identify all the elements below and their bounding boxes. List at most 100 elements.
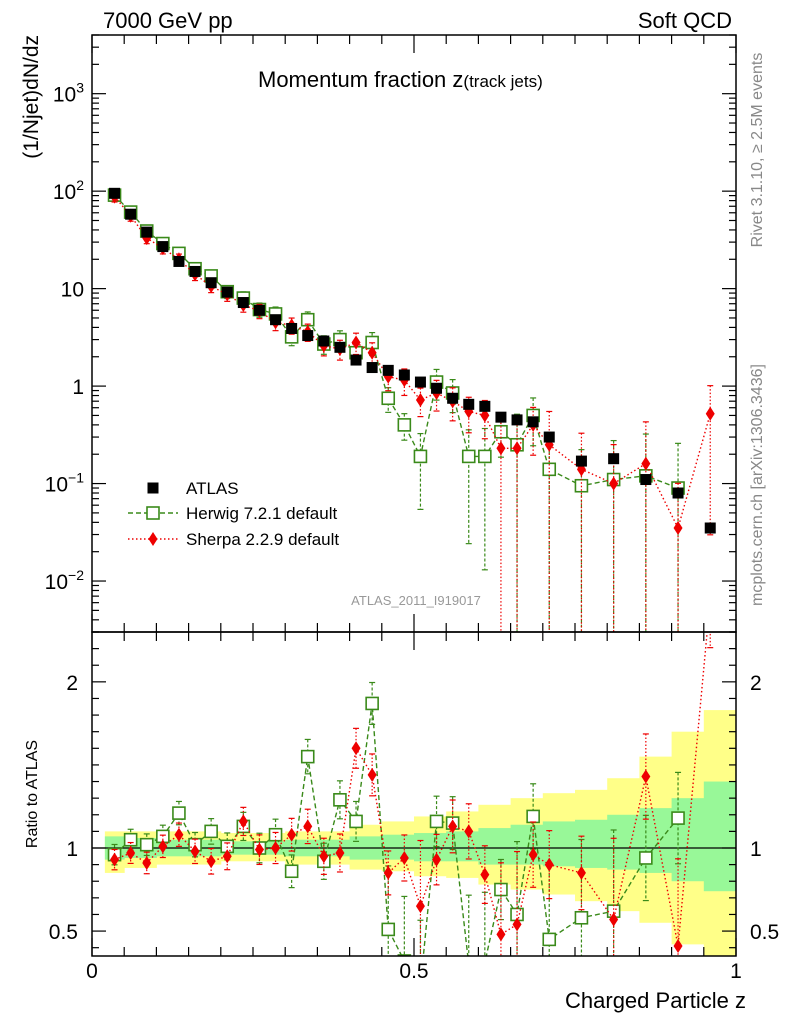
sherpa-ratio-point	[142, 855, 152, 870]
herwig-point	[381, 391, 396, 406]
atlas-point	[334, 341, 346, 353]
main-data-layer	[107, 187, 716, 632]
sherpa-ratio-point	[206, 854, 216, 869]
sherpa-ratio-point	[448, 819, 458, 834]
ratio-tick-label-left: 0.5	[49, 921, 78, 944]
ratio-plot: 0.5 0.51 12 2 Ratio to ATLAS 0 0.5 1 Charged …	[24, 35, 779, 1013]
atlas-point	[366, 362, 378, 374]
herwig-ratio-point	[542, 932, 557, 947]
ratio-tick-label-left: 2	[66, 672, 78, 695]
sherpa-ratio-point	[271, 841, 281, 855]
herwig-ratio-point	[349, 814, 363, 829]
atlas-point	[543, 431, 555, 443]
uncertainty-band-inner	[607, 814, 640, 870]
ratio-data-layer	[92, 632, 736, 956]
sherpa-point	[641, 456, 651, 471]
uncertainty-band-inner	[381, 834, 415, 860]
sherpa-ratio-point	[576, 865, 586, 880]
atlas-point	[447, 392, 459, 404]
legend-label-atlas: ATLAS	[186, 479, 239, 498]
atlas-point	[189, 265, 201, 277]
herwig-ratio-point	[333, 793, 347, 807]
sherpa-point	[480, 408, 490, 423]
sherpa-point	[673, 521, 683, 536]
atlas-point	[253, 304, 265, 316]
x-tick-label: 1	[730, 960, 742, 983]
ratio-tick-label-right: 0.5	[750, 921, 779, 944]
herwig-ratio-point	[671, 811, 685, 825]
sherpa-ratio-point	[432, 852, 442, 867]
atlas-point	[575, 455, 587, 467]
analysis-id-label: ATLAS_2011_I919017	[351, 593, 481, 608]
sherpa-ratio-point	[480, 867, 490, 882]
uncertainty-band-inner	[510, 824, 544, 865]
rivet-version-label: Rivet 3.1.10, ≥ 2.5M events	[749, 53, 766, 248]
herwig-line	[114, 194, 679, 489]
atlas-point	[318, 335, 330, 347]
x-tick-label: 0.5	[399, 960, 428, 983]
herwig-ratio-point	[139, 837, 154, 852]
herwig-ratio-point	[639, 851, 653, 865]
uncertainty-band-inner	[575, 819, 608, 868]
atlas-point	[109, 187, 121, 199]
sherpa-ratio-point	[496, 927, 506, 942]
atlas-point	[511, 414, 523, 426]
sherpa-ratio-point	[222, 849, 232, 864]
atlas-point	[382, 364, 394, 376]
herwig-ratio-point	[526, 809, 540, 824]
uncertainty-band-inner	[542, 821, 576, 867]
sherpa-ratio-point	[254, 842, 264, 857]
header-right: Soft QCD	[638, 8, 732, 33]
sherpa-point	[496, 441, 506, 456]
herwig-ratio-point	[204, 824, 218, 839]
sherpa-ratio-point	[609, 912, 619, 927]
x-tick-label: 0	[86, 960, 98, 983]
legend-sherpa-marker	[148, 532, 158, 546]
atlas-point	[608, 453, 620, 465]
herwig-ratio-point	[268, 827, 283, 842]
herwig-point	[413, 449, 428, 464]
x-axis: 0 0.5 1	[86, 35, 742, 983]
sherpa-ratio-point	[335, 845, 345, 860]
sherpa-ratio-point	[126, 845, 136, 860]
sherpa-ratio-point	[190, 844, 200, 859]
ratio-tick-label-left: 1	[66, 838, 78, 861]
y-axis-label: (1/Njet)dN/dz	[20, 35, 43, 159]
legend-label-sherpa: Sherpa 2.2.9 default	[186, 530, 339, 549]
herwig-ratio-point	[429, 814, 444, 829]
sherpa-ratio-point	[528, 847, 538, 862]
main-y-axis: 10−2 10−1 1 10 102 103	[45, 34, 736, 633]
y-tick-label: 102	[53, 177, 84, 204]
sherpa-ratio-point	[415, 899, 425, 914]
legend-atlas-marker	[147, 482, 159, 494]
atlas-point	[640, 474, 652, 486]
herwig-ratio-point	[365, 696, 379, 711]
herwig-ratio-point	[478, 955, 492, 956]
y-tick-label: 10	[61, 279, 84, 302]
sherpa-ratio-point	[544, 857, 554, 872]
sherpa-ratio-point	[303, 819, 313, 834]
atlas-point	[527, 416, 539, 428]
sherpa-ratio-point	[158, 839, 168, 854]
legend-herwig-marker	[146, 506, 160, 520]
atlas-point	[270, 314, 282, 326]
y-tick-label: 103	[53, 80, 84, 107]
herwig-ratio-point	[494, 882, 508, 897]
ratio-tick-label-right: 1	[750, 838, 762, 861]
atlas-point	[125, 208, 137, 220]
y-tick-label: 10−2	[45, 567, 85, 594]
x-axis-label: Charged Particle z	[565, 988, 746, 1013]
sherpa-ratio-point	[383, 865, 393, 880]
uncertainty-band-inner	[414, 833, 447, 862]
atlas-point	[205, 277, 217, 289]
plot-title-main: Momentum fraction z	[258, 67, 463, 92]
herwig-ratio-point	[381, 922, 396, 937]
uncertainty-band-inner	[703, 781, 736, 892]
atlas-point	[173, 255, 185, 267]
herwig-point	[397, 418, 412, 432]
sherpa-point	[367, 345, 377, 360]
sherpa-ratio-point	[287, 827, 297, 842]
y-tick-label: 1	[72, 376, 84, 399]
atlas-point	[431, 382, 443, 394]
legend-label-herwig: Herwig 7.2.1 default	[186, 504, 337, 523]
